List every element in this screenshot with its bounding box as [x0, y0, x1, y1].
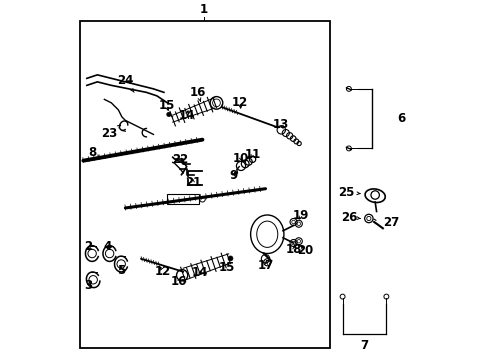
Text: 25: 25	[337, 186, 359, 199]
Text: 12: 12	[232, 96, 248, 109]
Text: 3: 3	[84, 279, 93, 292]
Text: 2: 2	[84, 240, 93, 253]
Text: 21: 21	[184, 176, 201, 189]
Text: 5: 5	[117, 264, 125, 277]
Text: 22: 22	[172, 153, 188, 166]
Text: 7: 7	[360, 339, 368, 352]
Text: 23: 23	[102, 125, 121, 140]
Bar	[80, 21, 330, 348]
Text: 8: 8	[88, 146, 99, 159]
Text: 18: 18	[285, 243, 302, 256]
Text: 14: 14	[178, 109, 195, 122]
Text: 13: 13	[273, 118, 289, 131]
Text: 17: 17	[258, 259, 274, 272]
Text: 16: 16	[170, 275, 187, 288]
Text: 10: 10	[232, 152, 248, 165]
Text: 26: 26	[341, 211, 360, 224]
Text: 27: 27	[383, 216, 399, 229]
Text: 24: 24	[117, 74, 134, 92]
Circle shape	[166, 112, 171, 117]
Text: 16: 16	[189, 86, 205, 102]
Text: 15: 15	[218, 261, 234, 274]
Circle shape	[227, 256, 232, 261]
Text: 12: 12	[155, 265, 171, 278]
Text: 20: 20	[296, 244, 313, 257]
Text: 15: 15	[158, 99, 175, 112]
Text: 9: 9	[229, 169, 237, 182]
Text: 6: 6	[396, 112, 405, 125]
Text: 4: 4	[103, 240, 111, 253]
Text: 14: 14	[192, 266, 208, 279]
Text: 1: 1	[200, 3, 208, 16]
Text: 19: 19	[292, 209, 308, 222]
Text: 11: 11	[244, 148, 260, 161]
Bar	[167, 194, 199, 204]
